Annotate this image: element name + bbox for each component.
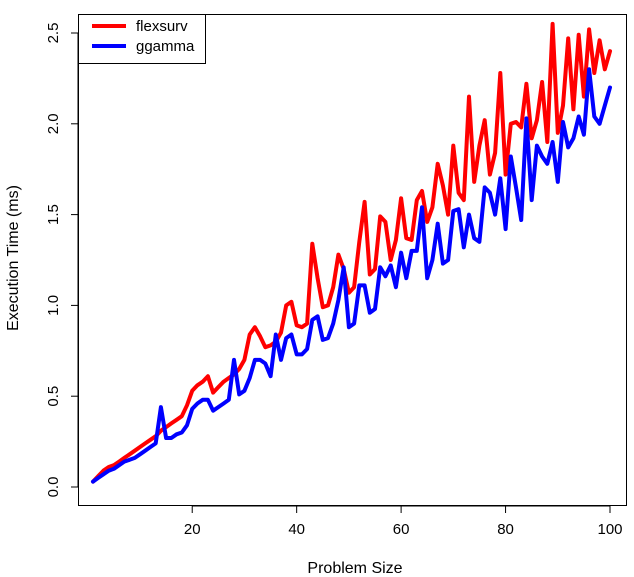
y-tick-label: 0.0 [45,477,62,498]
x-axis: 20 40 60 80 100 [184,505,623,538]
y-tick-label: 1.0 [45,295,62,316]
y-axis-label: Execution Time (ms) [5,185,22,331]
legend-box [78,14,206,64]
x-tick-label: 100 [597,521,622,538]
y-axis: 0.0 0.5 1.0 1.5 2.0 2.5 [45,23,79,498]
legend-label-ggamma: ggamma [136,38,195,55]
series-line-flexsurv [91,21,612,484]
y-tick-label: 2.5 [45,23,62,44]
series-lines [91,21,612,484]
y-tick-label: 2.0 [45,113,62,134]
legend: flexsurv ggamma [78,14,206,64]
y-tick-label: 0.5 [45,386,62,407]
x-tick-label: 40 [288,521,305,538]
series-line-ggamma [91,67,612,484]
x-tick-label: 20 [184,521,201,538]
x-axis-label: Problem Size [307,560,402,577]
y-tick-label: 1.5 [45,204,62,225]
legend-label-flexsurv: flexsurv [136,18,188,35]
x-tick-label: 80 [497,521,514,538]
x-tick-label: 60 [393,521,410,538]
